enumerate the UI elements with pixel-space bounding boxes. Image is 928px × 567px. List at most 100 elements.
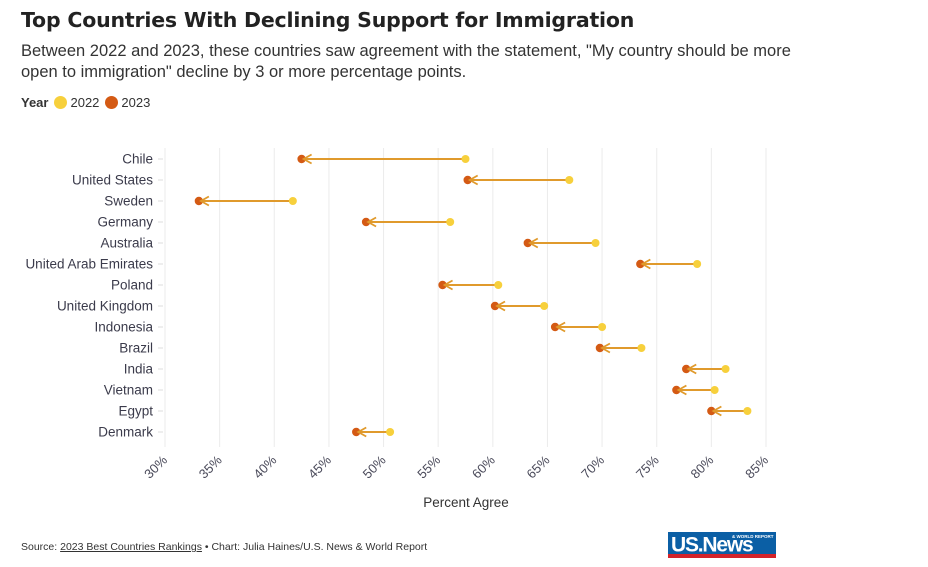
legend: Year 2022 2023 <box>21 95 156 110</box>
point-2023 <box>297 154 306 164</box>
y-tick-label: Vietnam <box>104 383 153 398</box>
point-2022 <box>386 428 395 436</box>
y-tick-label: United Kingdom <box>57 299 153 314</box>
x-tick-label: 55% <box>414 452 443 481</box>
point-2023 <box>463 175 472 185</box>
point-2022 <box>461 155 470 163</box>
point-2023 <box>672 385 681 395</box>
data-marks <box>194 153 752 438</box>
dumbbell-row <box>297 153 470 165</box>
point-2022 <box>591 239 600 247</box>
dumbbell-row <box>595 342 646 354</box>
arrowhead <box>711 405 722 417</box>
arrowhead <box>555 321 566 333</box>
point-2023 <box>682 364 691 374</box>
gridlines <box>164 148 767 447</box>
point-2022 <box>637 344 646 352</box>
y-axis: Chile United States Sweden Germany Australia… <box>25 148 166 447</box>
footer: Source: 2023 Best Countries Rankings • C… <box>21 541 427 553</box>
legend-title: Year <box>21 95 49 110</box>
point-2022 <box>743 407 752 415</box>
arrowhead <box>442 279 453 291</box>
y-tick-label: Poland <box>111 278 153 293</box>
point-2022 <box>721 365 730 373</box>
arrowhead <box>527 237 539 249</box>
y-tick-label: Indonesia <box>94 320 153 335</box>
y-tick-label: India <box>124 362 154 377</box>
y-tick-label: Egypt <box>118 404 153 419</box>
dumbbell-row <box>490 300 549 312</box>
point-2022 <box>565 176 574 184</box>
x-tick-label: 35% <box>196 452 225 481</box>
chart-credit: • Chart: Julia Haines/U.S. News & World … <box>201 541 428 553</box>
dumbbell-row <box>636 258 702 270</box>
x-tick-label: 85% <box>742 452 771 481</box>
point-2023 <box>361 217 371 227</box>
legend-item-2022[interactable]: 2022 <box>54 95 99 110</box>
point-2023 <box>550 322 560 332</box>
dumbbell-row <box>550 321 607 333</box>
x-tick-label: 50% <box>360 452 389 481</box>
y-tick-label: Australia <box>100 236 153 251</box>
y-tick-label: Denmark <box>98 425 153 440</box>
legend-label-2023: 2023 <box>121 95 151 110</box>
dumbbell-row <box>682 363 730 375</box>
source-prefix: Source: <box>21 541 61 553</box>
chart-subtitle: Between 2022 and 2023, these countries s… <box>21 42 791 81</box>
point-2022 <box>494 281 503 289</box>
x-tick-label: 60% <box>469 452 498 481</box>
arrowhead <box>686 363 697 375</box>
x-tick-label: 75% <box>633 452 662 481</box>
point-2022 <box>598 323 607 331</box>
usnews-logo[interactable]: US.News & WORLD REPORT <box>668 532 776 559</box>
arrowhead <box>356 426 367 438</box>
x-tick-label: 80% <box>687 452 716 481</box>
x-tick-label: 65% <box>524 452 553 481</box>
point-2022 <box>446 218 455 226</box>
arrowhead <box>676 384 687 396</box>
arrowhead <box>640 258 651 270</box>
point-2023 <box>707 406 716 416</box>
x-tick-label: 45% <box>305 452 334 481</box>
x-axis-label: Percent Agree <box>423 495 509 510</box>
arrowhead <box>301 153 313 165</box>
x-tick-label: 40% <box>250 452 279 481</box>
dumbbell-row <box>707 405 752 417</box>
dumbbell-row <box>523 237 600 249</box>
point-2022 <box>540 302 549 310</box>
legend-swatch-2022 <box>54 96 68 109</box>
x-tick-label: 30% <box>141 452 170 481</box>
point-2023 <box>523 238 532 248</box>
point-2023 <box>438 280 447 290</box>
point-2023 <box>352 427 361 437</box>
y-tick-label: Sweden <box>104 194 153 209</box>
y-tick-label: United States <box>72 173 153 188</box>
arrowhead <box>600 342 611 354</box>
legend-item-2023[interactable]: 2023 <box>105 95 150 110</box>
chart-title: Top Countries With Declining Support for… <box>21 8 635 32</box>
dumbbell-row <box>361 216 455 228</box>
dumbbell-row <box>672 384 719 396</box>
y-tick-label: United Arab Emirates <box>25 257 153 272</box>
point-2023 <box>595 343 605 353</box>
arrowhead <box>495 300 506 312</box>
point-2023 <box>490 301 500 311</box>
dumbbell-row <box>194 195 297 207</box>
legend-swatch-2023 <box>105 96 119 109</box>
point-2022 <box>710 386 719 394</box>
point-2023 <box>194 196 204 206</box>
x-tick-label: 70% <box>578 452 607 481</box>
arrowhead <box>199 195 210 207</box>
source-link[interactable]: 2023 Best Countries Rankings <box>60 541 202 553</box>
logo-text: US.News <box>671 534 753 557</box>
dumbbell-row <box>438 279 503 291</box>
logo-tagline: & WORLD REPORT <box>732 534 774 539</box>
dumbbell-row <box>352 426 395 438</box>
arrowhead <box>366 216 377 228</box>
point-2022 <box>288 197 297 205</box>
y-tick-label: Brazil <box>119 341 153 356</box>
point-2022 <box>693 260 702 268</box>
dumbbell-row <box>463 174 574 186</box>
y-tick-label: Chile <box>122 152 153 167</box>
